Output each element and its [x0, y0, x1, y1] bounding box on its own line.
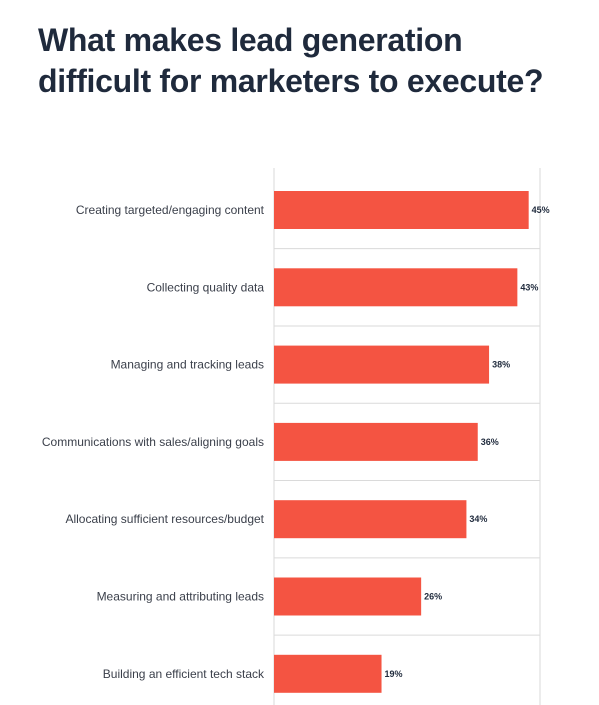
chart-title: What makes lead generation difficult for… — [38, 22, 544, 99]
bar — [274, 268, 518, 307]
category-label: Allocating sufficient resources/budget — [65, 512, 264, 526]
bar — [274, 191, 529, 229]
category-label: Managing and tracking leads — [111, 358, 264, 372]
bars — [274, 191, 529, 693]
value-label: 36% — [481, 437, 499, 447]
category-label: Collecting quality data — [147, 280, 265, 294]
value-label: 26% — [424, 592, 442, 602]
category-label: Building an efficient tech stack — [103, 667, 265, 681]
bar — [274, 577, 422, 616]
value-label: 19% — [385, 669, 403, 679]
category-label: Creating targeted/engaging content — [76, 203, 265, 217]
value-labels: 45% 43% 38% 36% 34% 26% 19% — [385, 205, 550, 679]
value-label: 43% — [520, 282, 538, 292]
category-label: Measuring and attributing leads — [97, 590, 264, 604]
bar — [274, 654, 382, 693]
value-label: 38% — [492, 360, 510, 370]
bar — [274, 345, 490, 384]
bar — [274, 422, 478, 461]
category-labels: Creating targeted/engaging content Collec… — [42, 203, 265, 681]
bar — [274, 500, 467, 539]
category-label: Communications with sales/aligning goals — [42, 435, 264, 449]
value-label: 34% — [469, 514, 487, 524]
value-label: 45% — [532, 205, 550, 215]
